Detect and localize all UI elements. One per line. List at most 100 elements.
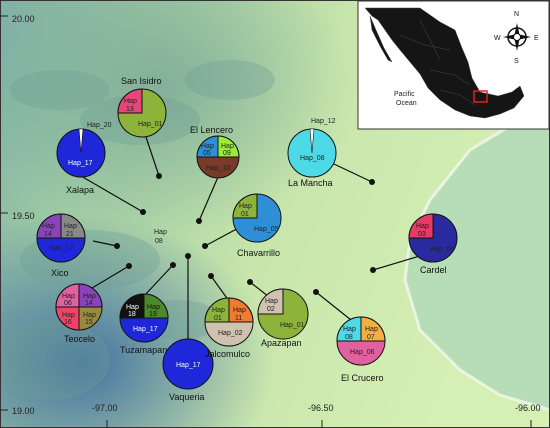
svg-text:14: 14 — [85, 300, 93, 307]
label-hap-20: Hap_20 — [87, 122, 112, 129]
svg-text:01: 01 — [241, 211, 249, 218]
label-vaqueria: Vaqueria — [169, 392, 204, 402]
svg-text:Hap: Hap — [62, 293, 75, 300]
svg-text:Hap: Hap — [64, 223, 77, 230]
svg-text:03: 03 — [418, 231, 426, 238]
svg-text:Hap_17: Hap_17 — [176, 362, 201, 369]
lat-label-19-50: 19.50 — [12, 211, 35, 221]
inset-ocean-label-2: Ocean — [396, 100, 417, 107]
label-el-lencero: El Lencero — [190, 125, 233, 135]
svg-text:15: 15 — [85, 319, 93, 326]
svg-text:Hap_04: Hap_04 — [430, 246, 455, 253]
lat-label-19: 19.00 — [12, 406, 35, 416]
compass-s: S — [514, 58, 519, 65]
svg-text:Hap_01: Hap_01 — [280, 322, 305, 329]
lon-label-96: -96.00 — [515, 403, 541, 413]
label-san-isidro: San Isidro — [121, 76, 162, 86]
pie-jalcomulco: Hap 01 Hap 11 Hap_02 — [204, 297, 254, 347]
hap08-floating-label-2: 08 — [155, 238, 163, 245]
pie-cardel: Hap 03 Hap_04 — [408, 213, 458, 263]
lon-label-97: -97.00 — [92, 403, 118, 413]
inset-study-area-marker — [473, 90, 488, 103]
label-el-crucero: El Crucero — [341, 373, 384, 383]
sampling-points — [114, 173, 376, 295]
svg-text:Hap_17: Hap_17 — [49, 245, 74, 252]
svg-text:14: 14 — [44, 231, 52, 238]
pie-el-lencero: Hap 05 Hap 09 Hap_10 — [196, 135, 240, 179]
svg-text:19: 19 — [149, 311, 157, 318]
svg-text:Hap_10: Hap_10 — [206, 165, 231, 172]
hap08-floating-label-1: Hap — [154, 229, 167, 236]
svg-text:Hap: Hap — [201, 143, 214, 150]
label-cardel: Cardel — [420, 265, 447, 275]
pie-la-mancha: Hap_08 — [287, 128, 337, 178]
relief-texture — [0, 60, 275, 400]
pie-san-isidro: Hap 13 Hap_01 — [117, 88, 167, 138]
label-hap-12: Hap_12 — [311, 118, 336, 125]
compass-e: E — [534, 35, 539, 42]
svg-text:Hap: Hap — [343, 326, 356, 333]
label-apazapan: Apazapan — [261, 338, 302, 348]
svg-text:Hap_17: Hap_17 — [68, 160, 93, 167]
coastline — [403, 118, 550, 412]
svg-text:05: 05 — [203, 150, 211, 157]
svg-text:Hap: Hap — [126, 304, 139, 311]
inset-map: Pacific Ocean N S E W — [357, 0, 550, 130]
svg-text:11: 11 — [235, 315, 242, 322]
svg-text:Hap: Hap — [265, 298, 278, 305]
pie-tuzamapan: Hap 18 Hap 19 Hap_17 — [119, 293, 169, 343]
connector-lines — [80, 136, 434, 340]
pie-el-crucero: Hap 08 Hap 07 Hap_06 — [336, 316, 386, 366]
inset-ocean-label-1: Pacific — [394, 91, 415, 98]
svg-text:16: 16 — [64, 319, 72, 326]
pie-xalapa: Hap_17 — [56, 128, 106, 178]
svg-text:07: 07 — [367, 334, 375, 341]
label-xico: Xico — [51, 268, 69, 278]
compass-rose — [503, 23, 531, 51]
pie-chavarrillo: Hap 01 Hap_05 — [232, 193, 282, 243]
svg-text:Hap_17: Hap_17 — [133, 326, 158, 333]
svg-text:Hap: Hap — [221, 143, 234, 150]
pie-xico: Hap 14 Hap 21 Hap_17 — [36, 213, 86, 263]
inset-state-lines — [399, 19, 476, 106]
svg-text:Hap: Hap — [239, 203, 252, 210]
label-xalapa: Xalapa — [66, 185, 94, 195]
inset-mexico-silhouette — [364, 7, 525, 119]
pie-vaqueria: Hap_17 — [162, 338, 214, 390]
svg-text:13: 13 — [126, 106, 134, 113]
svg-text:Hap_08: Hap_08 — [300, 155, 325, 162]
gulf-of-mexico — [405, 120, 550, 410]
label-chavarrillo: Chavarrillo — [237, 248, 280, 258]
svg-text:Hap: Hap — [124, 98, 137, 105]
svg-text:Hap_06: Hap_06 — [350, 349, 375, 356]
svg-text:Hap: Hap — [233, 307, 246, 314]
svg-text:Hap: Hap — [147, 304, 160, 311]
svg-text:18: 18 — [128, 311, 136, 318]
svg-text:Hap: Hap — [365, 326, 378, 333]
lat-label-20: 20.00 — [12, 14, 35, 24]
svg-text:09: 09 — [223, 150, 231, 157]
lon-label-96-50: -96.50 — [308, 403, 334, 413]
svg-text:Hap: Hap — [416, 223, 429, 230]
pie-teocelo: Hap 06 Hap 14 Hap 16 Hap 15 — [55, 283, 103, 331]
svg-text:Hap: Hap — [42, 223, 55, 230]
svg-text:01: 01 — [214, 315, 222, 322]
svg-text:Hap_05: Hap_05 — [254, 226, 279, 233]
compass-w: W — [494, 35, 501, 42]
svg-text:Hap: Hap — [212, 307, 225, 314]
svg-text:02: 02 — [267, 306, 275, 313]
label-teocelo: Teocelo — [64, 334, 95, 344]
label-tuzamapan: Tuzamapan — [120, 345, 167, 355]
label-jalcomulco: Jalcomulco — [205, 349, 250, 359]
svg-text:Hap_01: Hap_01 — [138, 121, 163, 128]
svg-text:Hap: Hap — [83, 293, 96, 300]
svg-text:06: 06 — [64, 300, 72, 307]
label-la-mancha: La Mancha — [288, 178, 333, 188]
svg-text:Hap: Hap — [83, 312, 96, 319]
svg-text:21: 21 — [66, 231, 74, 238]
compass-n: N — [514, 11, 519, 18]
pie-apazapan: Hap 02 Hap_01 — [257, 288, 309, 340]
svg-text:08: 08 — [345, 334, 353, 341]
svg-text:Hap_02: Hap_02 — [218, 330, 243, 337]
